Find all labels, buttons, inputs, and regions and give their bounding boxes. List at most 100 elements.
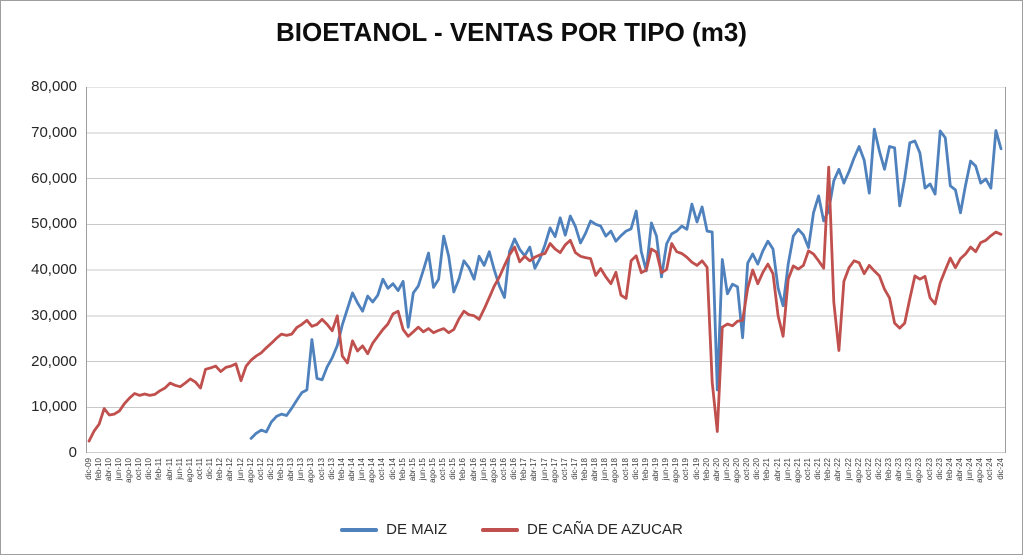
- x-axis-label: feb-15: [397, 458, 407, 481]
- legend-item-de-cana-de-azucar: DE CAÑA DE AZUCAR: [480, 521, 683, 538]
- x-axis-label: jun-24: [965, 458, 975, 481]
- x-axis-label: ago-11: [184, 458, 194, 483]
- x-axis-label: dic-12: [265, 458, 275, 480]
- x-axis-label: feb-19: [640, 458, 650, 481]
- x-axis-label: feb-24: [944, 458, 954, 481]
- x-axis-label: oct-12: [255, 458, 265, 481]
- y-axis-label: 50,000: [31, 215, 77, 233]
- x-axis-label: dic-23: [934, 458, 944, 480]
- x-axis-label: feb-10: [93, 458, 103, 481]
- x-axis-label: ago-14: [367, 458, 377, 483]
- x-axis-label: ago-15: [428, 458, 438, 483]
- x-axis-label: oct-15: [438, 458, 448, 481]
- x-axis-label: abr-11: [164, 458, 174, 481]
- x-axis-label: abr-23: [894, 458, 904, 482]
- x-axis-label: ago-12: [245, 458, 255, 483]
- x-axis-label: feb-18: [580, 458, 590, 481]
- x-axis-label: ago-13: [306, 458, 316, 483]
- x-axis-label: abr-22: [833, 458, 843, 482]
- x-axis-label: feb-22: [823, 458, 833, 481]
- x-axis-label: abr-21: [772, 458, 782, 482]
- x-axis-label: jun-11: [174, 458, 184, 480]
- y-axis-label: 20,000: [31, 352, 77, 370]
- x-axis-label: abr-18: [590, 458, 600, 482]
- y-axis-label: 40,000: [31, 261, 77, 278]
- y-axis-label: 60,000: [31, 169, 77, 187]
- x-axis-label: jun-12: [235, 458, 245, 481]
- x-axis-label: jun-20: [721, 458, 731, 481]
- x-axis-label: jun-21: [782, 458, 792, 481]
- x-axis-label: jun-19: [661, 458, 671, 481]
- x-axis-label: ago-22: [853, 458, 863, 483]
- x-axis-label: abr-17: [529, 458, 539, 482]
- y-axis-label: 80,000: [31, 78, 77, 95]
- series-line-de-maiz: [249, 127, 1003, 440]
- x-axis-label: jun-10: [113, 458, 123, 481]
- x-axis-label: dic-13: [326, 458, 336, 480]
- x-axis-label: oct-10: [134, 458, 144, 481]
- x-axis-label: feb-16: [458, 458, 468, 481]
- x-axis-label: jun-16: [478, 458, 488, 481]
- x-axis-label: jun-18: [600, 458, 610, 481]
- x-axis-label: feb-14: [336, 458, 346, 481]
- x-axis-label: oct-20: [742, 458, 752, 481]
- x-axis-label: abr-13: [286, 458, 296, 482]
- y-axis-label: 70,000: [31, 123, 77, 141]
- de-maiz-line-swatch: [340, 527, 379, 532]
- x-axis-label: oct-22: [863, 458, 873, 481]
- x-axis-label: dic-11: [205, 458, 215, 480]
- x-axis-label: abr-12: [225, 458, 235, 482]
- x-axis-label: feb-23: [884, 458, 894, 481]
- x-axis-label: ago-10: [124, 458, 134, 483]
- x-axis-label: ago-24: [975, 458, 985, 483]
- x-axis-label: jun-17: [539, 458, 549, 481]
- x-axis-label: ago-20: [732, 458, 742, 483]
- chart-title: BIOETANOL - VENTAS POR TIPO (m3): [276, 17, 747, 47]
- x-axis-label: oct-23: [924, 458, 934, 481]
- x-axis-label: abr-24: [954, 458, 964, 482]
- x-axis-label: oct-21: [802, 458, 812, 481]
- x-axis-label: abr-14: [346, 458, 356, 482]
- x-axis-label: ago-23: [914, 458, 924, 483]
- y-axis-label: 0: [68, 444, 77, 461]
- x-axis-label: abr-15: [407, 458, 417, 482]
- legend-item-de-maiz: DE MAIZ: [340, 521, 447, 538]
- x-axis-label: dic-16: [509, 458, 519, 480]
- x-axis-label: abr-10: [103, 458, 113, 482]
- x-axis-label: oct-18: [620, 458, 630, 481]
- x-axis-label: dic-22: [873, 458, 883, 480]
- x-axis-label: oct-17: [559, 458, 569, 481]
- x-axis-label: dic-10: [144, 458, 154, 480]
- x-axis-label: dic-17: [569, 458, 579, 480]
- x-axis-label: ago-17: [549, 458, 559, 483]
- x-axis-label: feb-20: [701, 458, 711, 481]
- x-axis-label: oct-14: [377, 458, 387, 481]
- x-axis-label: dic-18: [630, 458, 640, 480]
- legend-label-de-cana-de-azucar: DE CAÑA DE AZUCAR: [526, 521, 683, 538]
- x-axis-label: ago-16: [488, 458, 498, 483]
- x-axis-label: abr-20: [711, 458, 721, 482]
- x-axis-label: feb-11: [154, 458, 164, 481]
- x-axis-label: ago-18: [610, 458, 620, 483]
- x-axis-label: jun-13: [296, 458, 306, 481]
- x-axis-label: jun-22: [843, 458, 853, 481]
- x-axis-label: feb-21: [762, 458, 772, 481]
- series-line-de-cana-de-azucar: [87, 165, 1003, 443]
- x-axis-label: abr-19: [650, 458, 660, 482]
- x-axis-label: jun-15: [417, 458, 427, 481]
- x-axis-label: dic-09: [83, 458, 93, 480]
- y-axis-label: 30,000: [31, 306, 77, 324]
- x-axis-label: ago-21: [792, 458, 802, 483]
- plot-area: [86, 87, 1006, 453]
- x-axis-label: dic-15: [448, 458, 458, 480]
- x-axis-label: abr-16: [468, 458, 478, 482]
- x-axis-label: jun-23: [904, 458, 914, 481]
- x-axis-label: oct-24: [985, 458, 995, 481]
- x-axis-label: oct-16: [498, 458, 508, 481]
- x-axis-label: dic-24: [995, 458, 1005, 480]
- y-axis-label: 10,000: [31, 398, 77, 416]
- legend-label-de-maiz: DE MAIZ: [386, 521, 447, 538]
- x-axis-label: dic-19: [691, 458, 701, 480]
- x-axis-label: feb-13: [276, 458, 286, 481]
